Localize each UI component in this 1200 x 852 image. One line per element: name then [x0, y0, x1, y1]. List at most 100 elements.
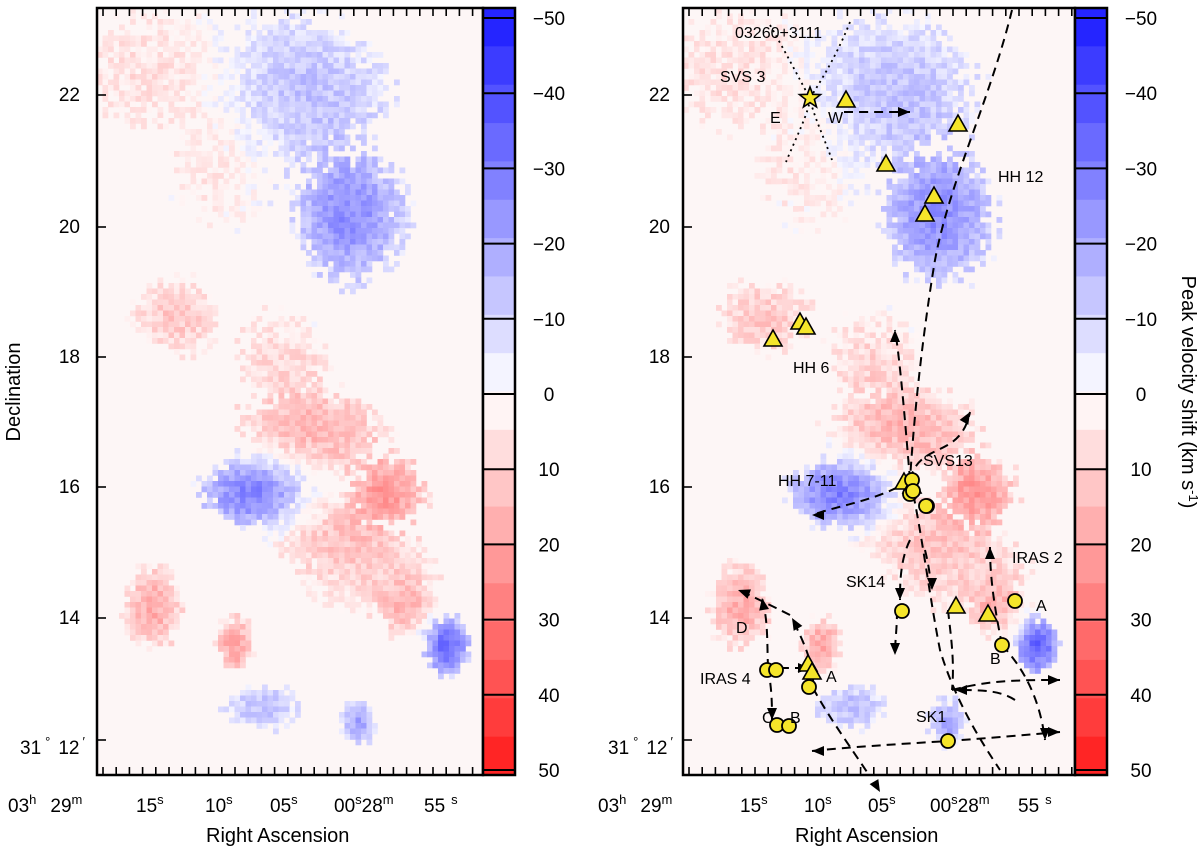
left-map-pixel: [388, 607, 395, 614]
left-map-pixel: [278, 338, 285, 344]
left-map-pixel: [295, 569, 301, 575]
left-map-pixel: [289, 382, 296, 388]
right-map-pixel: [793, 134, 799, 141]
left-map-pixel: [443, 640, 450, 647]
left-map-pixel: [328, 591, 334, 597]
left-map-pixel: [113, 112, 120, 119]
left-map-pixel: [366, 563, 373, 570]
left-map-pixel: [344, 167, 351, 174]
right-map-pixel: [853, 96, 860, 102]
left-map-pixel: [317, 404, 323, 410]
right-map-pixel: [782, 140, 788, 146]
left-map-pixel: [372, 206, 378, 212]
right-map-pixel: [914, 30, 920, 36]
right-map-pixel: [859, 371, 865, 377]
right-map-pixel: [771, 156, 777, 163]
right-map-pixel: [870, 327, 876, 333]
left-map-pixel: [251, 151, 257, 157]
left-map-pixel: [333, 409, 340, 416]
left-map-pixel: [394, 244, 400, 251]
left-map-pixel: [267, 508, 274, 515]
left-map-pixel: [256, 112, 263, 119]
left-map-pixel: [179, 63, 186, 69]
right-map-pixel: [804, 145, 810, 152]
right-map-pixel: [969, 233, 975, 240]
right-map-pixel: [870, 382, 876, 388]
right-map-pixel: [727, 85, 733, 91]
right-map-pixel: [969, 178, 975, 185]
right-map-pixel: [804, 206, 810, 212]
left-map-pixel: [306, 112, 312, 119]
left-map-pixel: [361, 195, 367, 201]
right-map-pixel: [919, 85, 926, 91]
left-map-pixel: [289, 442, 296, 449]
left-axis-ticks: [97, 8, 474, 775]
left-map-pixel: [245, 79, 252, 86]
right-map-pixel: [919, 57, 926, 64]
left-map-pixel: [372, 195, 378, 201]
left-map-pixel: [317, 459, 323, 465]
right-map-pixel: [892, 134, 898, 141]
left-map-pixel: [317, 52, 323, 58]
left-map-pixel: [322, 63, 329, 69]
left-map-pixel: [240, 217, 246, 223]
left-map-pixel: [190, 167, 197, 174]
left-map-pixel: [295, 541, 301, 548]
left-map-pixel: [135, 90, 142, 97]
left-map-pixel: [185, 57, 191, 64]
right-map-pixel: [969, 90, 975, 97]
left-map-pixel: [262, 365, 268, 372]
right-map-pixel: [864, 338, 871, 344]
right-map-pixel: [897, 129, 904, 135]
left-map-pixel: [284, 57, 290, 64]
right-map-pixel: [870, 145, 876, 152]
left-map-pixel: [168, 343, 175, 350]
left-map-pixel: [124, 118, 131, 124]
left-map-pixel: [366, 118, 373, 124]
right-map-pixel: [925, 244, 931, 251]
left-map-pixel: [163, 68, 169, 75]
right-map-pixel: [859, 68, 865, 75]
right-map-pixel: [958, 85, 964, 91]
right-map-pixel: [837, 129, 843, 135]
right-map-pixel: [892, 30, 898, 36]
left-map-pixel: [300, 63, 307, 69]
right-map-pixel: [804, 52, 810, 58]
right-map-pixel: [848, 398, 854, 405]
left-map-pixel: [146, 96, 153, 102]
left-map-pixel: [229, 481, 235, 487]
left-map-pixel: [383, 178, 389, 185]
left-map-pixel: [344, 107, 351, 113]
left-map-pixel: [284, 354, 290, 361]
left-yaxis-title: Declination: [3, 343, 25, 442]
left-map-pixel: [333, 470, 340, 476]
left-map-pixel: [130, 96, 136, 102]
left-map-pixel: [317, 244, 323, 251]
left-map-pixel: [262, 338, 268, 344]
right-map-pixel: [875, 30, 882, 36]
right-map-pixel: [793, 162, 799, 168]
right-map-pixel: [732, 310, 739, 317]
left-map-pixel: [322, 211, 329, 218]
left-map-pixel: [190, 338, 197, 344]
left-map-pixel: [322, 239, 329, 245]
left-map-pixel: [218, 206, 224, 212]
left-map-pixel: [168, 118, 175, 124]
left-map-pixel: [306, 63, 312, 69]
left-map-pixel: [311, 57, 318, 64]
left-map-pixel: [377, 206, 384, 212]
left-map-pixel: [97, 46, 103, 53]
right-map-pixel: [837, 195, 843, 201]
left-map-pixel: [284, 140, 290, 146]
left-map-pixel: [306, 96, 312, 102]
right-map-pixel: [732, 332, 739, 339]
left-map-pixel: [273, 475, 279, 482]
left-map-pixel: [229, 624, 235, 630]
left-map-pixel: [377, 492, 384, 498]
right-map-pixel: [853, 156, 860, 163]
left-map-pixel: [267, 398, 274, 405]
left-map-pixel: [350, 508, 356, 515]
left-map-pixel: [355, 492, 362, 498]
left-map-pixel: [278, 321, 285, 328]
left-map-pixel: [399, 481, 406, 487]
